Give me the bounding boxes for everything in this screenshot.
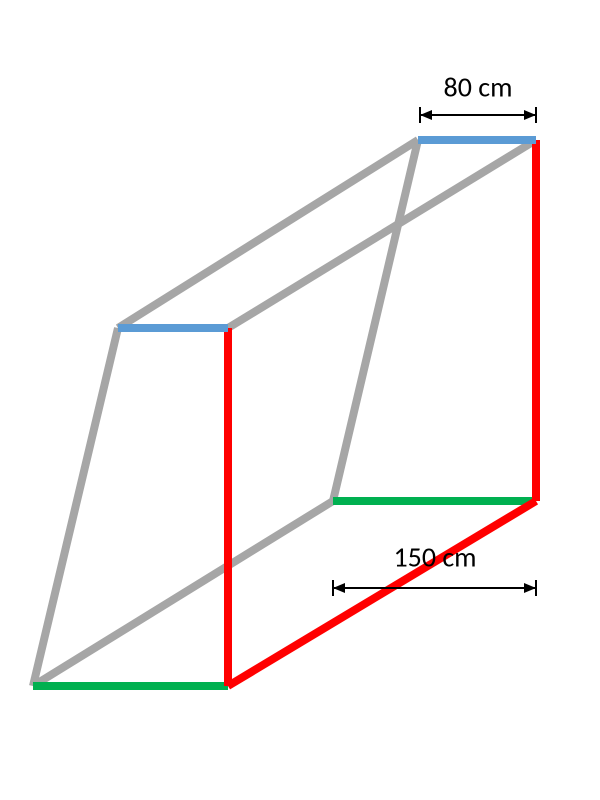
dimension-top_depth-label: 80 cm — [444, 70, 513, 105]
diagram-background — [0, 0, 600, 800]
dimension-bottom_depth-label: 150 cm — [393, 540, 476, 575]
goal-diagram: 80 cm 150 cm — [0, 0, 600, 800]
